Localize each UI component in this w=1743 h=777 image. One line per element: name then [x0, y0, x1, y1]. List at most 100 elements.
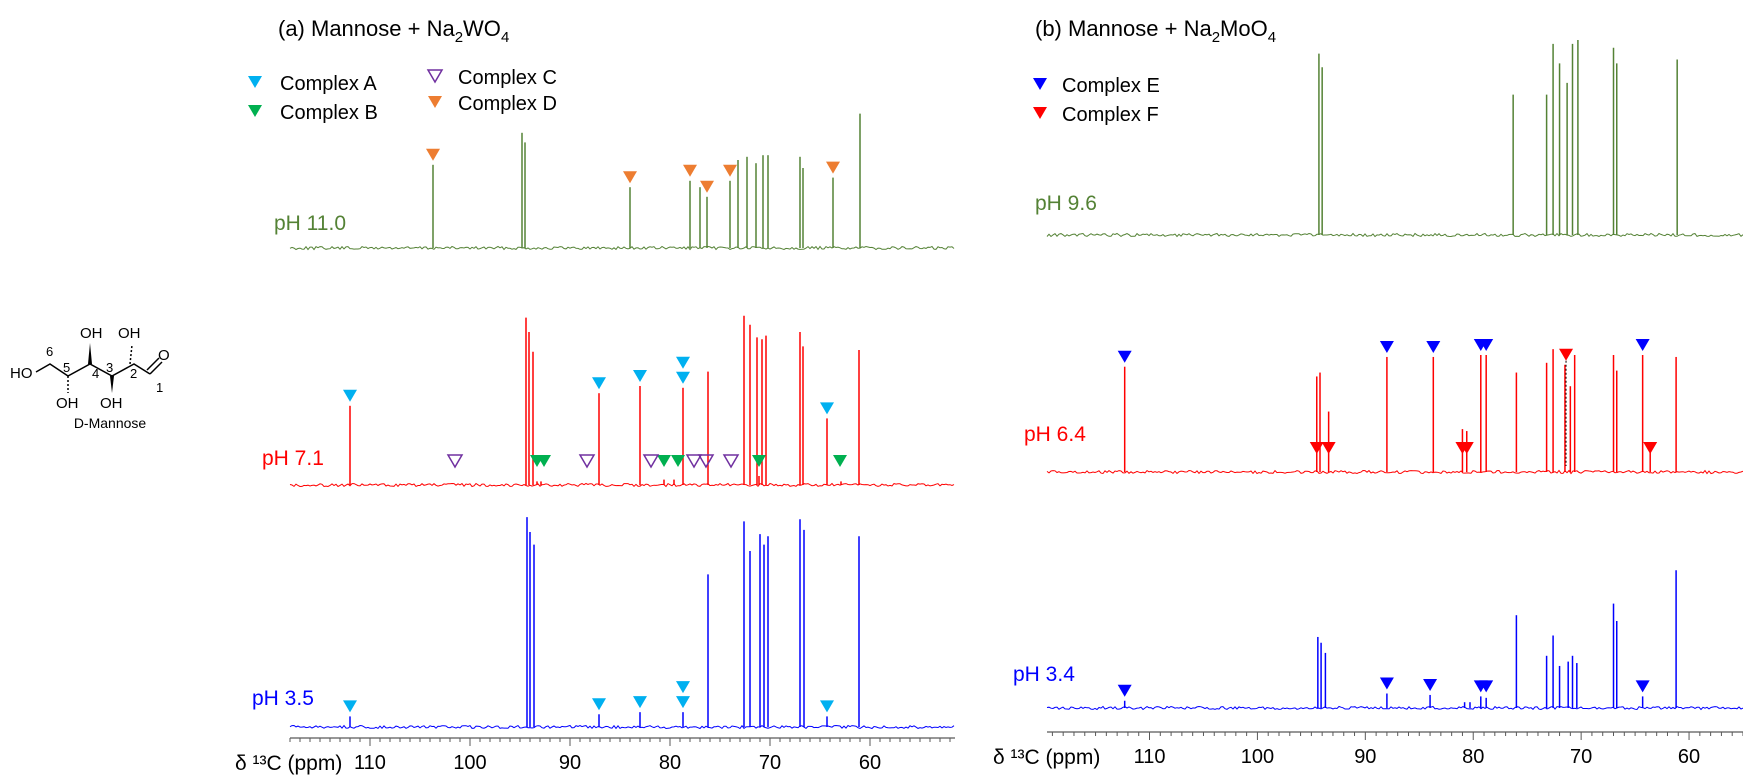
- complex-e-marker: [1117, 350, 1132, 363]
- ph-label: pH 3.5: [252, 687, 314, 710]
- panel-b-legend: Complex E Complex F: [1033, 75, 1160, 126]
- c3-oh-wedge: [110, 376, 114, 393]
- complex-d-marker: [683, 164, 697, 177]
- x-tick-label: 90: [559, 752, 581, 774]
- complex-f-marker: [1309, 442, 1324, 454]
- legend-complex-a-marker: [248, 76, 262, 88]
- legend-complex-f-label: Complex F: [1062, 104, 1159, 126]
- baseline: [1046, 469, 1743, 475]
- legend-complex-f-marker: [1033, 107, 1047, 119]
- complex-b-marker: [833, 455, 847, 467]
- panel-a-legend: Complex A Complex B Complex C Complex D: [248, 67, 557, 124]
- x-tick-label: 100: [453, 752, 486, 774]
- complex-e-marker: [1635, 680, 1650, 693]
- ph-label: pH 7.1: [262, 447, 324, 470]
- spectrum-ph-6-4: pH 6.4: [1024, 339, 1743, 475]
- complex-a-marker: [676, 371, 690, 384]
- complex-e-marker: [1479, 680, 1494, 693]
- x-axis: 110 100 90 80 70 60 δ ¹³C (ppm): [993, 731, 1743, 769]
- ph-label: pH 9.6: [1035, 192, 1097, 215]
- x-tick-label: 80: [659, 752, 681, 774]
- complex-b-marker: [671, 455, 685, 467]
- complex-a-marker: [820, 402, 834, 415]
- complex-c-marker: [446, 454, 464, 469]
- complex-c-marker: [578, 454, 596, 469]
- legend-complex-e-marker: [1033, 78, 1047, 90]
- carbon-number-1: 1: [156, 380, 163, 395]
- carbon-number-3: 3: [106, 360, 113, 375]
- baseline: [1046, 705, 1743, 711]
- complex-b-marker: [537, 455, 551, 467]
- complex-e-marker: [1426, 340, 1441, 353]
- baseline: [289, 245, 955, 251]
- panel-b-plot: pH 9.6 pH 6.4 pH 3.4 110 100 90 80 70 60 δ ¹³C (p…: [993, 40, 1743, 769]
- ho-label: HO: [10, 365, 33, 382]
- legend-complex-f: Complex F: [1033, 104, 1159, 126]
- legend-complex-d-label: Complex D: [458, 93, 557, 115]
- carbon-number-5: 5: [63, 360, 70, 375]
- complex-d-marker: [723, 164, 737, 177]
- legend-complex-d: Complex D: [428, 93, 557, 115]
- legend-complex-c-marker: [426, 69, 444, 84]
- carbon-number-2: 2: [130, 366, 137, 381]
- panel-a-title: (a) Mannose + Na2WO4: [278, 16, 509, 46]
- x-axis: 110 100 90 80 70 60 δ ¹³C (ppm): [235, 737, 955, 775]
- c3-oh-label: OH: [100, 395, 123, 412]
- baseline: [289, 482, 955, 488]
- legend-complex-e-label: Complex E: [1062, 75, 1160, 97]
- x-axis-label: δ ¹³C (ppm): [235, 752, 342, 775]
- legend-complex-d-marker: [428, 96, 442, 108]
- legend-complex-b-label: Complex B: [280, 102, 378, 124]
- x-tick-label: 100: [1241, 746, 1274, 768]
- x-tick-label: 80: [1462, 746, 1484, 768]
- x-tick-label: 110: [1134, 746, 1166, 768]
- complex-a-marker: [820, 700, 834, 713]
- carbon-number-6: 6: [46, 344, 53, 359]
- aldehyde-double-bond: [146, 357, 163, 375]
- complex-d-marker: [426, 148, 440, 161]
- complex-d-marker: [700, 180, 714, 193]
- complex-a-marker: [676, 696, 690, 709]
- spectrum-ph-11-0: pH 11.0: [274, 113, 955, 251]
- legend-complex-c: Complex C: [426, 67, 557, 89]
- complex-d-marker: [826, 161, 840, 174]
- legend-complex-e: Complex E: [1033, 75, 1160, 97]
- aldehyde-o-label: O: [158, 347, 170, 364]
- spectrum-ph-7-1: pH 7.1: [262, 315, 955, 488]
- complex-a-marker: [343, 389, 357, 402]
- molecule-name: D-Mannose: [74, 415, 147, 431]
- x-tick-label: 90: [1354, 746, 1376, 768]
- complex-a-marker: [676, 681, 690, 694]
- complex-a-marker: [633, 370, 647, 382]
- x-tick-label: 60: [859, 752, 881, 774]
- complex-d-marker: [623, 171, 637, 184]
- legend-complex-a: Complex A: [248, 73, 377, 95]
- baseline: [289, 724, 955, 730]
- complex-a-marker: [592, 698, 606, 711]
- spectrum-ph-9-6: pH 9.6: [1035, 40, 1743, 238]
- complex-f-marker: [1643, 442, 1658, 454]
- panel-a-tungstate: (a) Mannose + Na2WO4 Complex A Complex B…: [235, 16, 955, 775]
- carbon-number-4: 4: [92, 366, 99, 381]
- complex-f-marker: [1321, 442, 1336, 454]
- panel-a-plot: pH 11.0 pH 7.1 pH 3.5 110 100 90 80 70 60 δ ¹³C (…: [235, 113, 955, 775]
- complex-e-marker: [1635, 339, 1650, 351]
- complex-e-marker: [1379, 340, 1394, 353]
- d-mannose-structure: HO OH OH OH OH O 6 5 4 3 2 1 D-Mannose: [10, 325, 170, 431]
- complex-e-marker: [1479, 339, 1494, 351]
- c4-oh-label: OH: [80, 325, 103, 342]
- panel-b-title: (b) Mannose + Na2MoO4: [1035, 16, 1276, 46]
- c5-oh-label: OH: [56, 395, 79, 412]
- c2-oh-hash: [129, 344, 133, 365]
- complex-b-marker: [752, 455, 766, 467]
- complex-a-marker: [592, 377, 606, 390]
- c4-oh-wedge: [88, 343, 92, 364]
- ph-label: pH 11.0: [274, 212, 346, 235]
- ph-label: pH 6.4: [1024, 423, 1086, 446]
- complex-c-marker: [697, 454, 715, 469]
- complex-e-marker: [1117, 684, 1132, 697]
- spectrum-ph-3-4: pH 3.4: [1013, 570, 1743, 711]
- legend-complex-b: Complex B: [248, 102, 378, 124]
- x-tick-label: 70: [1570, 746, 1592, 768]
